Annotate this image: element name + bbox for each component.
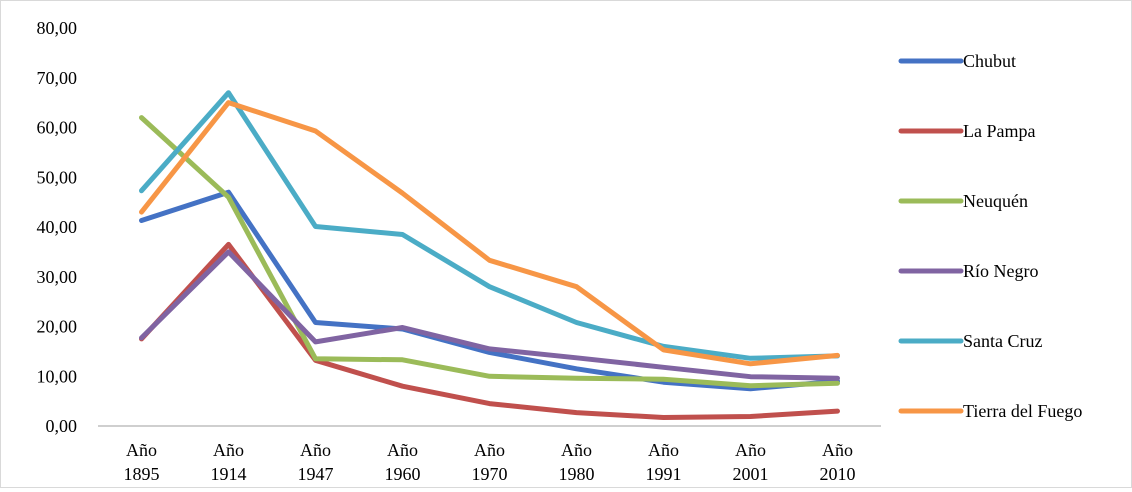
y-tick-label: 40,00	[37, 217, 78, 237]
x-tick-label: Año 1960	[385, 440, 421, 484]
x-tick-label: Año 1895	[124, 440, 160, 484]
series-line	[139, 115, 840, 389]
series-line	[139, 189, 840, 392]
y-axis-ticks: 0,00 10,00 20,00 30,00 40,00 50,00 60,00 70,00 8…	[37, 18, 78, 436]
x-tick-label: Año 2010	[820, 440, 856, 484]
series-line	[139, 90, 840, 361]
legend-label: Neuquén	[963, 191, 1028, 211]
x-tick-label: Año 1991	[646, 440, 682, 484]
x-axis-ticks: Año 1895 Año 1914 Año 1947 Año 1960 Año 1970 Año 19…	[124, 440, 856, 484]
y-tick-label: 0,00	[46, 416, 78, 436]
x-tick-label: Año 1947	[298, 440, 334, 484]
y-tick-label: 20,00	[37, 317, 78, 337]
legend-label: Río Negro	[963, 261, 1039, 281]
y-tick-label: 10,00	[37, 366, 78, 386]
legend-label: Chubut	[963, 51, 1016, 71]
legend: Chubut La Pampa Neuquén Río Negro Santa Cruz…	[898, 51, 1082, 421]
x-tick-label: Año 1970	[472, 440, 508, 484]
x-tick-label: Año 1914	[211, 440, 247, 484]
y-tick-label: 60,00	[37, 118, 78, 138]
x-tick-label: Año 2001	[733, 440, 769, 484]
y-tick-label: 80,00	[37, 18, 78, 38]
series-line	[139, 100, 840, 367]
y-tick-label: 70,00	[37, 68, 78, 88]
y-tick-label: 30,00	[37, 267, 78, 287]
legend-label: La Pampa	[963, 121, 1035, 141]
legend-label: Tierra del Fuego	[963, 401, 1082, 421]
x-tick-label: Año 1980	[559, 440, 595, 484]
series-lines	[139, 90, 840, 420]
legend-label: Santa Cruz	[963, 331, 1042, 351]
series-line	[139, 249, 840, 381]
y-tick-label: 50,00	[37, 167, 78, 187]
